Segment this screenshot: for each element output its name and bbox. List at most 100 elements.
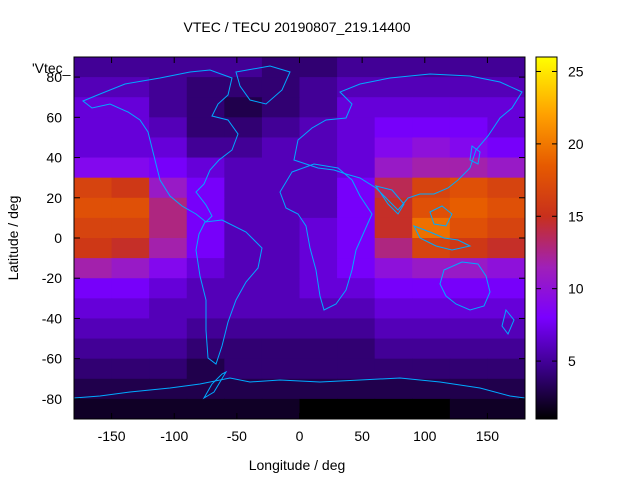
heatmap-cell xyxy=(261,278,300,299)
heatmap-cell xyxy=(224,278,263,299)
heatmap-cell xyxy=(186,197,225,219)
heatmap-cell xyxy=(337,117,376,138)
heatmap-cell xyxy=(412,137,451,159)
heatmap-cell xyxy=(374,338,413,360)
coastline-japan xyxy=(469,145,481,165)
colorbar-tick-label: 5 xyxy=(568,353,576,369)
y-tick-label: -20 xyxy=(42,270,62,286)
heatmap-cell xyxy=(186,217,225,239)
heatmap-cell xyxy=(224,217,263,239)
heatmap-cell xyxy=(186,77,225,98)
coastline-india xyxy=(374,185,405,215)
heatmap-cell xyxy=(337,398,376,419)
heatmap-cell xyxy=(74,117,113,138)
heatmap-cell xyxy=(149,338,188,360)
heatmap-cell xyxy=(337,378,376,400)
heatmap-cell xyxy=(111,358,150,380)
heatmap-cell xyxy=(149,197,188,219)
heatmap-cell xyxy=(261,77,300,98)
heatmap-cell xyxy=(111,57,150,78)
heatmap-cell xyxy=(111,338,150,360)
x-tick-label: -50 xyxy=(227,428,247,444)
heatmap-cell xyxy=(224,197,263,219)
heatmap-cell xyxy=(412,238,451,259)
heatmap-cell xyxy=(224,298,263,319)
heatmap-cell xyxy=(374,157,413,179)
heatmap-cell xyxy=(261,258,300,279)
heatmap-cell xyxy=(224,378,263,400)
heatmap-cell xyxy=(412,258,451,279)
heatmap-cell xyxy=(111,378,150,400)
heatmap-cell xyxy=(261,238,300,259)
heatmap-cell xyxy=(186,137,225,159)
heatmap-cell xyxy=(449,298,488,319)
heatmap-cell xyxy=(261,97,300,118)
heatmap-cell xyxy=(261,157,300,179)
heatmap-cell xyxy=(487,238,525,259)
heatmap-cell xyxy=(74,258,113,279)
heatmap-cell xyxy=(299,97,338,118)
heatmap-cell xyxy=(224,97,263,118)
heatmap-cell xyxy=(111,318,150,340)
heatmap-cell xyxy=(449,238,488,259)
heatmap-cell xyxy=(374,398,413,419)
legend-key: 'Vtec_ xyxy=(32,60,71,76)
heatmap-cell xyxy=(299,57,338,78)
heatmap-cell xyxy=(186,57,225,78)
heatmap-cell xyxy=(224,137,263,159)
heatmap-cell xyxy=(449,77,488,98)
heatmap-cell xyxy=(449,97,488,118)
x-tick-label: -100 xyxy=(160,428,188,444)
y-tick-label: -80 xyxy=(42,391,62,407)
heatmap-cell xyxy=(111,177,150,199)
heatmap-cell xyxy=(299,137,338,159)
heatmap-cell xyxy=(149,217,188,239)
heatmap-cell xyxy=(74,298,113,319)
heatmap-cell xyxy=(111,398,150,419)
heatmap-cell xyxy=(337,338,376,360)
heatmap-cell xyxy=(261,137,300,159)
heatmap-cell xyxy=(186,238,225,259)
heatmap-cell xyxy=(412,338,451,360)
heatmap-cell xyxy=(487,137,525,159)
heatmap-cell xyxy=(449,157,488,179)
heatmap-cell xyxy=(487,258,525,279)
heatmap-cell xyxy=(299,258,338,279)
y-tick-label: 20 xyxy=(46,190,62,206)
heatmap-cell xyxy=(374,258,413,279)
coastline-africa xyxy=(279,163,373,311)
heatmap-cell xyxy=(74,177,113,199)
heatmap-cell xyxy=(224,238,263,259)
heatmap-cell xyxy=(261,298,300,319)
heatmap-cell xyxy=(337,77,376,98)
heatmap-cell xyxy=(412,298,451,319)
colorbar-tick-label: 20 xyxy=(568,136,584,152)
heatmap-cell xyxy=(449,197,488,219)
heatmap-cell xyxy=(261,57,300,78)
heatmap-cell xyxy=(487,298,525,319)
heatmap-cell xyxy=(487,378,525,400)
heatmap-cell xyxy=(111,197,150,219)
heatmap-cell xyxy=(487,278,525,299)
heatmap-cell xyxy=(149,117,188,138)
heatmap-cell xyxy=(487,338,525,360)
heatmap-cell xyxy=(111,157,150,179)
y-tick-label: 80 xyxy=(46,69,62,85)
heatmap-cell xyxy=(186,157,225,179)
heatmap-cell xyxy=(487,217,525,239)
heatmap-cell xyxy=(449,358,488,380)
heatmap-cell xyxy=(149,258,188,279)
heatmap-cell xyxy=(487,97,525,118)
heatmap-cell xyxy=(261,358,300,380)
x-tick-label: 150 xyxy=(476,428,500,444)
heatmap-cell xyxy=(449,318,488,340)
heatmap-cell xyxy=(337,258,376,279)
heatmap-cell xyxy=(337,318,376,340)
heatmap-cell xyxy=(111,137,150,159)
heatmap-cell xyxy=(224,177,263,199)
heatmap-cell xyxy=(224,117,263,138)
coastline-new-zealand xyxy=(501,308,515,335)
heatmap-cell xyxy=(186,97,225,118)
heatmap-cell xyxy=(337,298,376,319)
heatmap-cell xyxy=(74,137,113,159)
